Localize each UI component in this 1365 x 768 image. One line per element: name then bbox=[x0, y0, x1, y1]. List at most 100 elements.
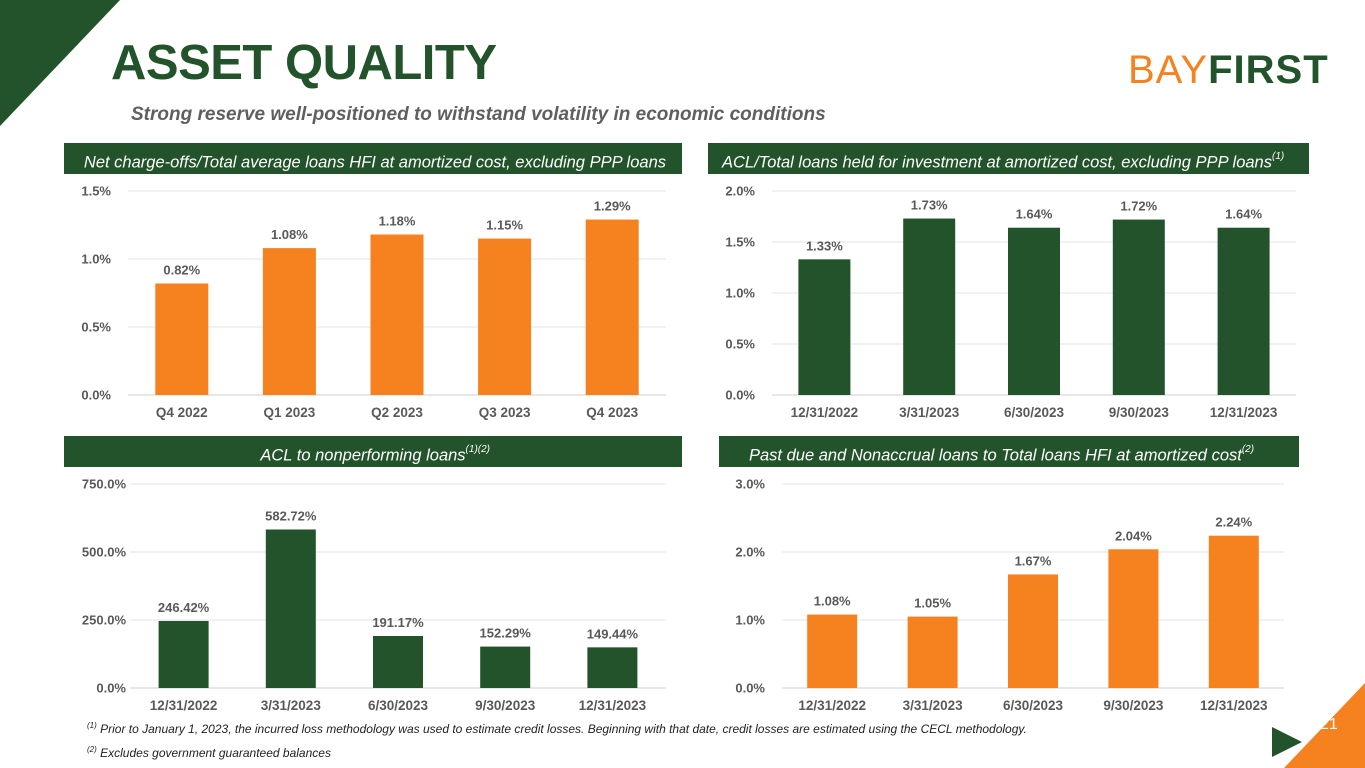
y-tick-label: 0.0% bbox=[735, 681, 765, 696]
data-label: 0.82% bbox=[163, 262, 200, 277]
bar bbox=[807, 614, 858, 688]
x-tick-label: 6/30/2023 bbox=[1003, 698, 1064, 713]
data-label: 1.15% bbox=[486, 218, 523, 233]
data-label: 1.08% bbox=[271, 227, 308, 242]
bar bbox=[1008, 227, 1060, 395]
x-tick-label: Q4 2022 bbox=[156, 405, 208, 420]
page-subtitle: Strong reserve well-positioned to withst… bbox=[131, 104, 826, 125]
x-tick-label: 9/30/2023 bbox=[1103, 698, 1164, 713]
bar bbox=[480, 646, 531, 688]
x-tick-label: 6/30/2023 bbox=[368, 698, 429, 713]
logo-text-first: FIRST bbox=[1208, 48, 1329, 92]
footnote-2-text: Excludes government guaranteed balances bbox=[100, 746, 331, 760]
bar bbox=[265, 529, 316, 688]
x-tick-label: 12/31/2023 bbox=[1210, 405, 1278, 420]
x-tick-label: Q3 2023 bbox=[479, 405, 531, 420]
chart-header-sup: (2) bbox=[1241, 444, 1255, 455]
x-tick-label: 3/31/2023 bbox=[899, 405, 960, 420]
bar bbox=[158, 620, 209, 688]
logo-text-bay: BAY bbox=[1128, 48, 1209, 92]
chart-header-text: Net charge-offs/Total average loans HFI … bbox=[83, 153, 666, 172]
y-tick-label: 750.0% bbox=[82, 477, 127, 492]
page-title: ASSET QUALITY bbox=[111, 36, 497, 90]
bar bbox=[1208, 535, 1259, 688]
data-label: 246.42% bbox=[158, 600, 210, 615]
bar bbox=[587, 647, 638, 688]
bar bbox=[370, 234, 424, 395]
x-tick-label: Q2 2023 bbox=[371, 405, 423, 420]
bar bbox=[907, 616, 958, 688]
x-tick-label: 9/30/2023 bbox=[475, 698, 536, 713]
bar bbox=[1108, 549, 1159, 688]
data-label: 1.72% bbox=[1120, 199, 1157, 214]
data-label: 1.67% bbox=[1015, 553, 1052, 568]
chart-header-acl-nonperforming: ACL to nonperforming loans(1)(2) bbox=[64, 436, 682, 467]
x-tick-label: 12/31/2023 bbox=[1200, 698, 1268, 713]
bar bbox=[262, 248, 316, 395]
bar bbox=[585, 219, 639, 395]
y-tick-label: 1.0% bbox=[735, 613, 765, 628]
y-tick-label: 250.0% bbox=[82, 613, 127, 628]
y-tick-label: 1.0% bbox=[725, 286, 755, 301]
x-tick-label: 12/31/2022 bbox=[798, 698, 866, 713]
data-label: 1.05% bbox=[914, 596, 951, 611]
y-tick-label: 2.0% bbox=[725, 184, 755, 199]
data-label: 582.72% bbox=[265, 509, 317, 524]
bar bbox=[1112, 219, 1165, 395]
x-tick-label: 3/31/2023 bbox=[261, 698, 322, 713]
chart-header-sup: (1) bbox=[1272, 151, 1285, 162]
x-tick-label: 9/30/2023 bbox=[1109, 405, 1170, 420]
y-tick-label: 3.0% bbox=[735, 477, 765, 492]
data-label: 1.33% bbox=[806, 238, 843, 253]
y-tick-label: 0.0% bbox=[81, 388, 111, 403]
chart-header-text: Past due and Nonaccrual loans to Total l… bbox=[749, 446, 1242, 465]
footnote-1: (1) Prior to January 1, 2023, the incurr… bbox=[87, 721, 1027, 736]
data-label: 2.24% bbox=[1215, 515, 1252, 530]
footnote-1-mark: (1) bbox=[87, 721, 97, 730]
chart-header-acl-total-loans: ACL/Total loans held for investment at a… bbox=[708, 143, 1309, 174]
next-arrow-icon bbox=[1272, 727, 1302, 757]
chart-header-past-due: Past due and Nonaccrual loans to Total l… bbox=[719, 436, 1299, 467]
data-label: 1.29% bbox=[594, 199, 631, 214]
y-tick-label: 1.0% bbox=[81, 252, 111, 267]
footnote-2-mark: (2) bbox=[87, 745, 97, 754]
bar bbox=[1217, 227, 1270, 395]
data-label: 1.08% bbox=[814, 594, 851, 609]
y-tick-label: 0.0% bbox=[96, 681, 126, 696]
data-label: 1.64% bbox=[1016, 207, 1053, 222]
y-tick-label: 1.5% bbox=[725, 235, 755, 250]
page-number: 21 bbox=[1320, 716, 1338, 733]
chart-header-sup: (1)(2) bbox=[465, 444, 490, 455]
bar bbox=[478, 238, 532, 395]
corner-decoration-top-left bbox=[0, 0, 120, 126]
chart-header-text: ACL/Total loans held for investment at a… bbox=[722, 153, 1272, 172]
y-tick-label: 2.0% bbox=[735, 545, 765, 560]
data-label: 2.04% bbox=[1115, 528, 1152, 543]
data-label: 1.64% bbox=[1225, 207, 1262, 222]
bar bbox=[155, 283, 209, 395]
chart-header-net-charge-offs: Net charge-offs/Total average loans HFI … bbox=[64, 143, 682, 174]
footnote-1-text: Prior to January 1, 2023, the incurred l… bbox=[100, 722, 1027, 736]
y-tick-label: 500.0% bbox=[82, 545, 127, 560]
y-tick-label: 0.0% bbox=[725, 388, 755, 403]
y-tick-label: 1.5% bbox=[81, 184, 111, 199]
x-tick-label: Q4 2023 bbox=[586, 405, 638, 420]
data-label: 191.17% bbox=[372, 615, 424, 630]
data-label: 149.44% bbox=[587, 626, 639, 641]
x-tick-label: 6/30/2023 bbox=[1004, 405, 1065, 420]
x-tick-label: Q1 2023 bbox=[264, 405, 316, 420]
bar bbox=[798, 259, 851, 395]
y-tick-label: 0.5% bbox=[725, 337, 755, 352]
bar bbox=[903, 218, 956, 395]
y-tick-label: 0.5% bbox=[81, 320, 111, 335]
data-label: 152.29% bbox=[480, 626, 532, 641]
chart-header-text: ACL to nonperforming loans bbox=[260, 446, 466, 465]
bar bbox=[1008, 574, 1058, 688]
bar bbox=[373, 636, 423, 688]
x-tick-label: 12/31/2022 bbox=[150, 698, 218, 713]
footnote-2: (2) Excludes government guaranteed balan… bbox=[87, 745, 331, 760]
